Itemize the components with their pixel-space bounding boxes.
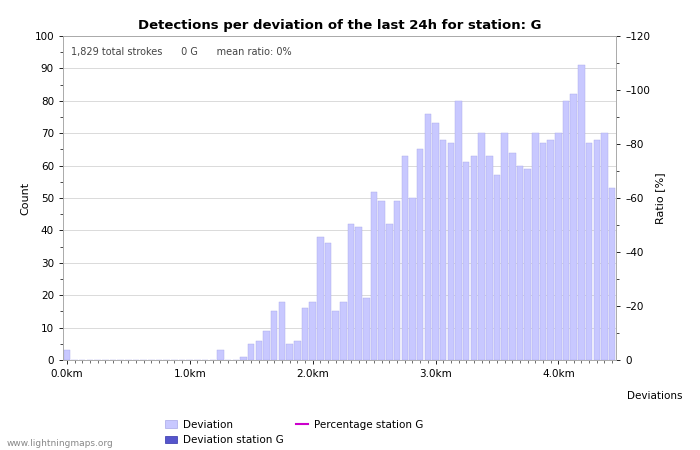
Bar <box>463 162 470 360</box>
Bar <box>425 114 431 360</box>
Bar <box>501 133 508 360</box>
Text: www.lightningmaps.org: www.lightningmaps.org <box>7 439 113 448</box>
Bar <box>309 302 316 360</box>
Bar <box>578 65 584 360</box>
Bar <box>302 308 308 360</box>
Bar <box>547 140 554 360</box>
Bar <box>494 176 500 360</box>
Bar <box>286 344 293 360</box>
Y-axis label: Count: Count <box>20 181 30 215</box>
Bar <box>340 302 346 360</box>
Bar <box>563 101 569 360</box>
Bar <box>555 133 561 360</box>
Bar <box>594 140 600 360</box>
Bar <box>371 192 377 360</box>
Bar <box>417 149 424 360</box>
Bar <box>478 133 485 360</box>
Legend: Deviation, Deviation station G, Percentage station G: Deviation, Deviation station G, Percenta… <box>165 419 423 445</box>
Bar <box>509 153 516 360</box>
Bar <box>248 344 254 360</box>
Bar <box>470 156 477 360</box>
Bar <box>325 243 331 360</box>
Bar <box>402 156 408 360</box>
Bar <box>524 169 531 360</box>
Title: Detections per deviation of the last 24h for station: G: Detections per deviation of the last 24h… <box>138 19 541 32</box>
Bar <box>356 227 362 360</box>
Bar <box>256 341 262 360</box>
Bar <box>64 350 70 360</box>
Bar <box>540 143 546 360</box>
Bar <box>271 311 277 360</box>
Bar <box>363 298 370 360</box>
Bar <box>601 133 608 360</box>
Text: Deviations: Deviations <box>627 391 682 401</box>
Bar <box>447 143 454 360</box>
Bar <box>609 188 615 360</box>
Bar <box>570 94 577 360</box>
Bar <box>486 156 493 360</box>
Bar <box>217 350 224 360</box>
Bar <box>294 341 300 360</box>
Bar <box>386 224 393 360</box>
Bar <box>432 123 439 360</box>
Bar <box>440 140 447 360</box>
Bar <box>263 331 270 360</box>
Bar <box>410 198 416 360</box>
Y-axis label: Ratio [%]: Ratio [%] <box>656 172 666 224</box>
Bar <box>379 201 385 360</box>
Bar <box>317 237 323 360</box>
Bar <box>279 302 285 360</box>
Bar <box>240 357 247 360</box>
Bar <box>394 201 400 360</box>
Bar <box>332 311 339 360</box>
Bar <box>586 143 592 360</box>
Bar <box>532 133 538 360</box>
Bar <box>455 101 462 360</box>
Bar <box>348 224 354 360</box>
Text: 1,829 total strokes      0 G      mean ratio: 0%: 1,829 total strokes 0 G mean ratio: 0% <box>71 47 292 57</box>
Bar <box>517 166 524 360</box>
